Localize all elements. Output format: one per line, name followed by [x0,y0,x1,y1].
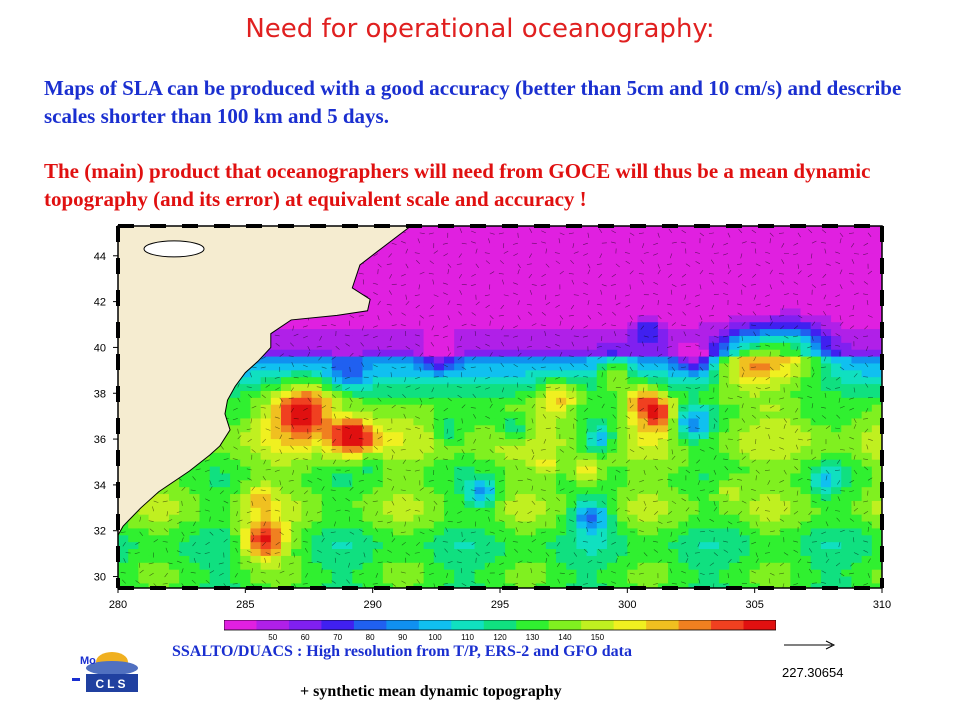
lat-tick-label: 30 [94,572,106,584]
sla-map: 280 285 290 295 300 305 310 44 42 40 38 36 34 32 30 [94,224,891,611]
colorbar-label: 60 [301,633,310,642]
colorbar-swatch [483,620,517,630]
vector-scale-arrow [784,640,836,650]
colorbar-swatch [711,620,745,630]
colorbar-swatch [224,620,257,630]
paragraph-goce-product: The (main) product that oceanographers w… [44,159,871,211]
lat-tick-label: 34 [94,480,106,492]
lat-tick-label: 42 [94,297,106,309]
lon-tick-label: 295 [491,599,509,611]
lon-tick-label: 300 [618,599,636,611]
colorbar-swatch [353,620,387,630]
lon-tick-label: 280 [109,599,127,611]
lat-tick-label: 44 [94,251,106,263]
lon-tick-label: 285 [236,599,254,611]
colorbar-swatch [646,620,680,630]
colorbar-swatch [613,620,647,630]
colorbar-swatch [743,620,776,630]
colorbar-swatch [678,620,712,630]
colorbar-swatch [386,620,420,630]
colorbar-label: 50 [268,633,277,642]
lat-tick-label: 38 [94,388,106,400]
lon-tick-label: 305 [745,599,763,611]
colorbar-swatch [516,620,550,630]
colorbar-label: 100 [428,633,442,642]
colorbar-label: 150 [591,633,605,642]
colorbar-label: 110 [461,633,474,642]
colorbar-label: 120 [493,633,507,642]
colorbar-swatch [581,620,615,630]
land-mass [118,226,412,588]
colorbar-swatch [288,620,322,630]
colorbar-label: 140 [558,633,572,642]
colorbar-swatch [256,620,290,630]
colorbar-swatch [418,620,452,630]
lon-tick-label: 310 [873,599,891,611]
colorbar-label: 70 [333,633,342,642]
colorbar-swatch [321,620,355,630]
colorbar-swatch [451,620,485,630]
lat-tick-label: 36 [94,434,106,446]
colorbar-swatch [548,620,582,630]
lake-ontario [143,240,205,258]
cls-logo: CLS [72,652,138,692]
lat-tick-label: 40 [94,342,106,354]
colorbar-label: 80 [366,633,375,642]
slide-title: Need for operational oceanography: [245,14,715,44]
lon-tick-label: 290 [363,599,381,611]
vector-scale-value: 227.30654 [782,665,844,680]
map-frame [117,225,883,589]
figure-caption-mdt: + synthetic mean dynamic topography [300,683,562,700]
paragraph-sla-accuracy: Maps of SLA can be produced with a good … [44,76,902,128]
colorbar-label: 130 [526,633,540,642]
logo-prefix-text: Mo [80,655,96,667]
figure-caption: SSALTO/DUACS : High resolution from T/P,… [172,643,632,660]
colorbar-label: 90 [398,633,407,642]
lat-tick-label: 32 [94,526,106,538]
colorbar: 50 60 70 80 90 100 110 120 130 140 150 [224,620,776,642]
